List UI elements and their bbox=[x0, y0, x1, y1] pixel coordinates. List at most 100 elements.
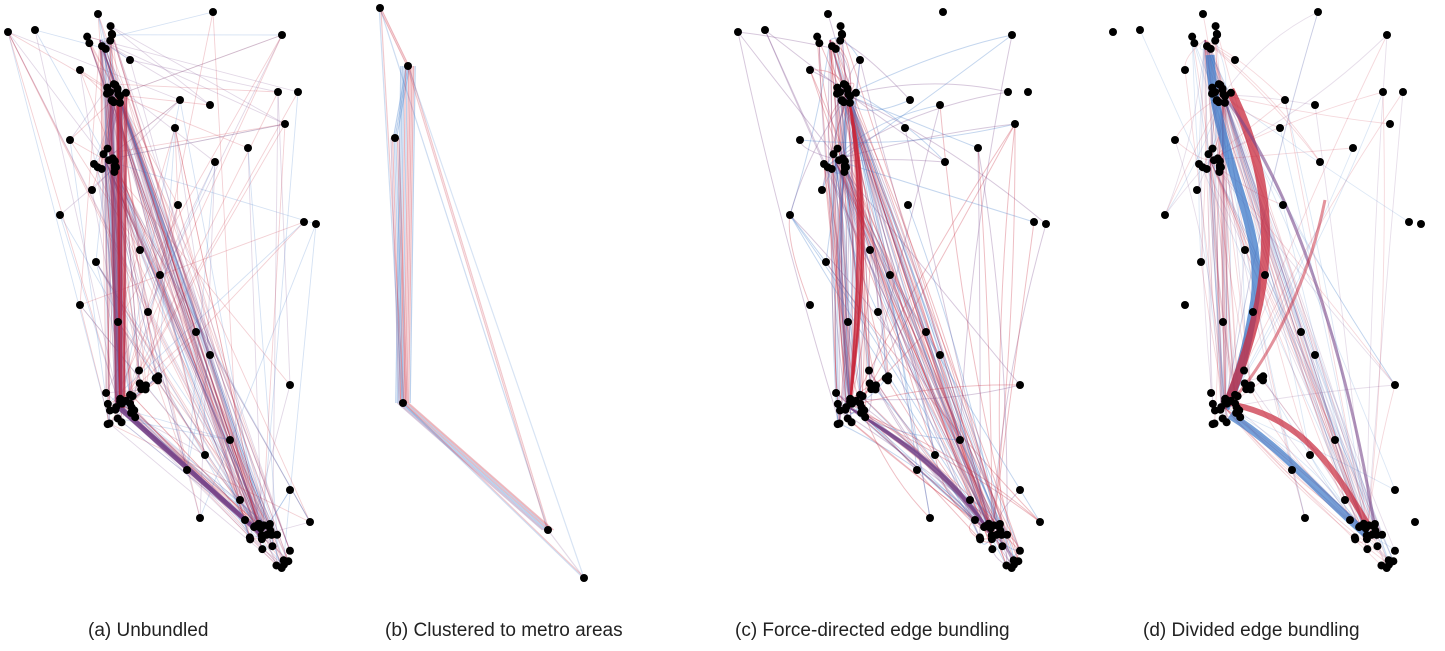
node bbox=[209, 8, 217, 16]
node bbox=[1210, 419, 1219, 428]
edge bbox=[847, 94, 961, 441]
edge bbox=[95, 261, 251, 538]
node bbox=[1219, 318, 1227, 326]
edge bbox=[396, 65, 403, 404]
node bbox=[1208, 144, 1217, 153]
edge bbox=[119, 91, 299, 409]
node bbox=[544, 526, 552, 534]
edge bbox=[847, 94, 1003, 536]
node bbox=[857, 403, 866, 412]
node bbox=[1024, 88, 1032, 96]
node bbox=[108, 154, 117, 163]
caption-force-directed: (c) Force-directed edge bundling bbox=[735, 620, 1010, 641]
node bbox=[883, 376, 892, 385]
node bbox=[171, 124, 179, 132]
node bbox=[871, 381, 880, 390]
edge bbox=[379, 7, 549, 531]
node bbox=[956, 436, 964, 444]
node bbox=[1384, 560, 1393, 569]
edge bbox=[1209, 159, 1383, 535]
edge bbox=[99, 39, 131, 61]
edge bbox=[116, 89, 263, 536]
node bbox=[987, 531, 996, 540]
edge bbox=[1209, 159, 1390, 565]
edge bbox=[117, 94, 273, 547]
node bbox=[241, 516, 249, 524]
node bbox=[1306, 451, 1314, 459]
edge bbox=[112, 158, 263, 536]
edge bbox=[95, 100, 113, 263]
node bbox=[1240, 366, 1249, 375]
edge bbox=[404, 65, 411, 404]
edge bbox=[88, 43, 263, 550]
edge bbox=[116, 94, 121, 409]
edge bbox=[115, 167, 121, 409]
edge bbox=[130, 412, 268, 536]
edge bbox=[1184, 69, 1226, 409]
edge bbox=[400, 402, 546, 531]
node bbox=[116, 394, 125, 403]
edge bbox=[120, 407, 264, 536]
edge bbox=[1366, 34, 1388, 536]
edge bbox=[122, 94, 126, 409]
edge bbox=[834, 159, 851, 402]
edge bbox=[119, 407, 273, 536]
edge bbox=[869, 383, 981, 538]
edge bbox=[7, 31, 181, 101]
node bbox=[1301, 514, 1309, 522]
edge bbox=[186, 354, 211, 471]
edge bbox=[406, 402, 553, 531]
edge bbox=[842, 158, 981, 538]
edge bbox=[868, 370, 986, 527]
edge bbox=[834, 159, 1015, 561]
edge bbox=[847, 94, 859, 409]
edge bbox=[117, 34, 283, 96]
edge bbox=[847, 88, 946, 163]
edge bbox=[834, 159, 1000, 527]
edge bbox=[112, 94, 119, 409]
edge bbox=[132, 395, 256, 527]
edge bbox=[122, 407, 265, 536]
edge bbox=[120, 399, 259, 526]
edge bbox=[104, 123, 286, 161]
edge bbox=[104, 159, 159, 381]
edge bbox=[119, 407, 263, 536]
edge bbox=[847, 94, 860, 409]
edge bbox=[111, 94, 118, 409]
edge bbox=[1204, 39, 1368, 536]
node bbox=[829, 150, 838, 159]
edge bbox=[406, 65, 413, 404]
node bbox=[846, 92, 855, 101]
edge bbox=[118, 94, 122, 409]
edge bbox=[117, 321, 121, 409]
node bbox=[251, 522, 260, 531]
node bbox=[856, 56, 864, 64]
node bbox=[1231, 56, 1239, 64]
edge bbox=[112, 158, 121, 409]
edge bbox=[847, 94, 971, 501]
node bbox=[115, 98, 124, 107]
node bbox=[1226, 88, 1235, 97]
edge bbox=[844, 165, 872, 390]
edge bbox=[186, 161, 216, 471]
edge bbox=[398, 402, 545, 531]
node bbox=[840, 167, 849, 176]
edge bbox=[69, 139, 141, 251]
node bbox=[1349, 144, 1357, 152]
edge bbox=[105, 48, 121, 409]
edge bbox=[117, 94, 285, 561]
edge bbox=[104, 159, 268, 536]
node bbox=[92, 258, 100, 266]
node bbox=[1399, 88, 1407, 96]
edge bbox=[122, 407, 265, 536]
node bbox=[211, 158, 219, 166]
bundle-red bbox=[1234, 402, 1373, 530]
edge bbox=[123, 407, 266, 536]
edge bbox=[105, 48, 263, 536]
edge bbox=[849, 102, 857, 409]
edge bbox=[836, 87, 993, 550]
edge bbox=[845, 167, 993, 536]
edge bbox=[117, 94, 127, 401]
edge bbox=[1164, 159, 1211, 216]
node bbox=[1213, 154, 1222, 163]
